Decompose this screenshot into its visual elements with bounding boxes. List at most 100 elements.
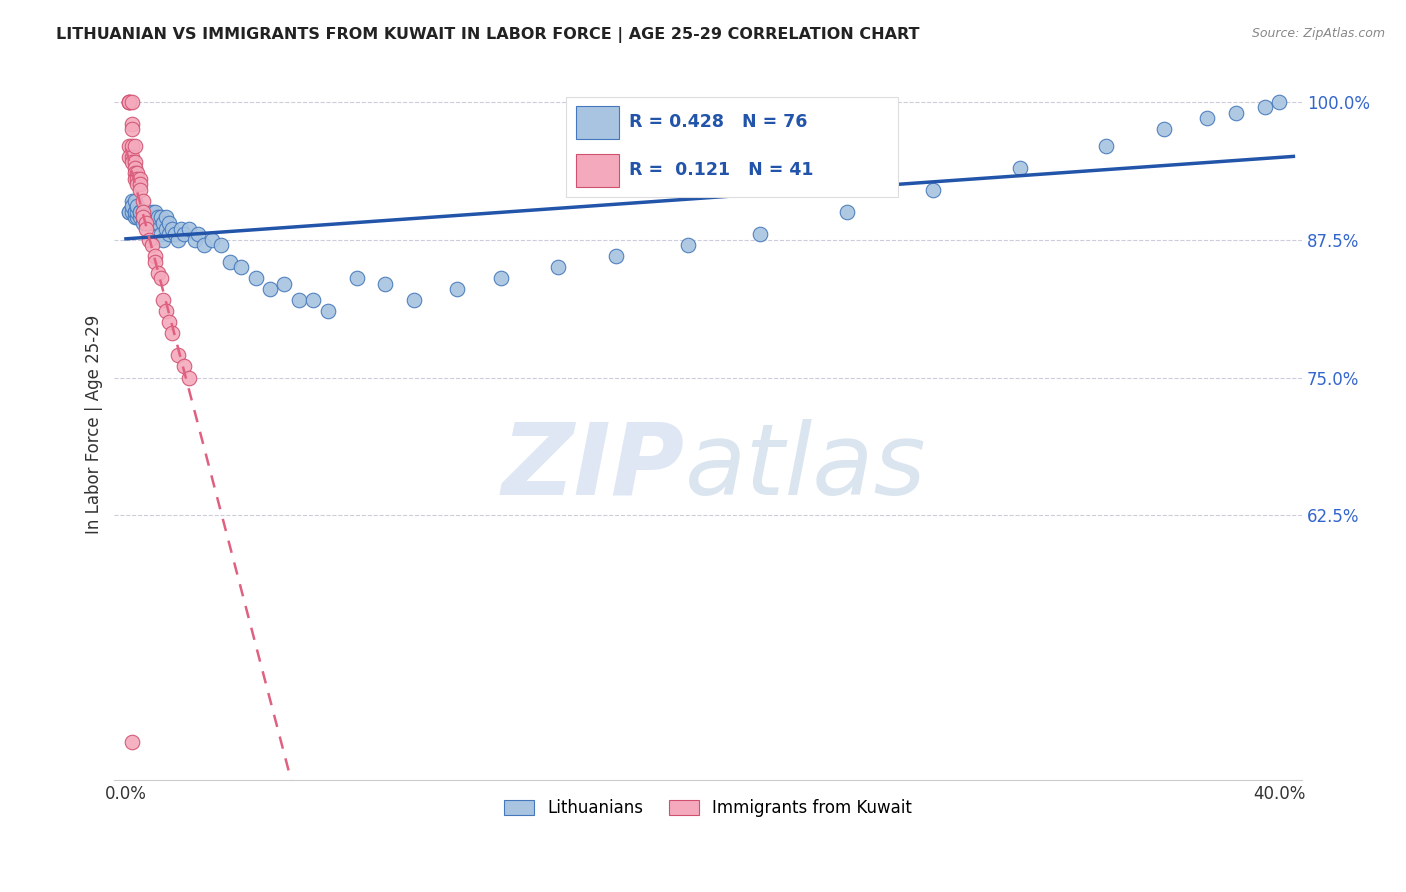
Point xyxy=(152,233,174,247)
Point xyxy=(835,205,858,219)
Point xyxy=(121,194,143,208)
Point xyxy=(118,150,141,164)
Point xyxy=(157,216,180,230)
Point xyxy=(124,194,146,208)
Point xyxy=(143,211,166,225)
Point xyxy=(404,293,426,308)
Point xyxy=(129,178,152,192)
Point xyxy=(160,221,183,235)
Point xyxy=(124,205,146,219)
Point xyxy=(124,172,146,186)
Point xyxy=(184,233,207,247)
Point xyxy=(155,304,177,318)
Point xyxy=(676,238,699,252)
Point xyxy=(132,194,155,208)
Point xyxy=(273,277,295,291)
Point xyxy=(173,359,195,374)
Point xyxy=(922,183,945,197)
Point xyxy=(121,117,143,131)
Point xyxy=(446,282,468,296)
Point xyxy=(1268,95,1291,109)
Point xyxy=(141,205,163,219)
Point xyxy=(1153,122,1175,136)
Point xyxy=(146,266,169,280)
Text: atlas: atlas xyxy=(685,418,927,516)
Point xyxy=(1253,100,1275,114)
Point xyxy=(127,205,149,219)
Point xyxy=(166,348,188,362)
Point xyxy=(155,221,177,235)
Point xyxy=(127,166,149,180)
Point xyxy=(132,211,155,225)
Point xyxy=(118,95,141,109)
Point xyxy=(547,260,569,275)
Point xyxy=(135,221,157,235)
Point xyxy=(157,315,180,329)
Point xyxy=(141,238,163,252)
Point xyxy=(231,260,253,275)
Point xyxy=(346,271,368,285)
Text: LITHUANIAN VS IMMIGRANTS FROM KUWAIT IN LABOR FORCE | AGE 25-29 CORRELATION CHAR: LITHUANIAN VS IMMIGRANTS FROM KUWAIT IN … xyxy=(56,27,920,43)
Point xyxy=(749,227,772,241)
Point xyxy=(143,254,166,268)
Point xyxy=(163,227,186,241)
Point xyxy=(124,138,146,153)
Point xyxy=(127,172,149,186)
Point xyxy=(173,227,195,241)
Point xyxy=(143,205,166,219)
Point xyxy=(146,211,169,225)
Point xyxy=(138,211,160,225)
Point xyxy=(1008,161,1031,175)
Point xyxy=(132,216,155,230)
Point xyxy=(187,227,209,241)
Legend: Lithuanians, Immigrants from Kuwait: Lithuanians, Immigrants from Kuwait xyxy=(496,790,921,825)
Point xyxy=(316,304,339,318)
Point xyxy=(124,211,146,225)
Point xyxy=(605,249,627,263)
Y-axis label: In Labor Force | Age 25-29: In Labor Force | Age 25-29 xyxy=(86,315,103,534)
Point xyxy=(143,216,166,230)
Point xyxy=(124,155,146,169)
Point xyxy=(302,293,325,308)
Point xyxy=(141,211,163,225)
Text: Source: ZipAtlas.com: Source: ZipAtlas.com xyxy=(1251,27,1385,40)
Point xyxy=(1195,111,1218,125)
Point xyxy=(118,205,141,219)
Point xyxy=(121,95,143,109)
Point xyxy=(132,211,155,225)
Point xyxy=(121,205,143,219)
Point xyxy=(152,216,174,230)
Point xyxy=(193,238,215,252)
Point xyxy=(127,178,149,192)
Point xyxy=(166,233,188,247)
Point xyxy=(121,150,143,164)
Point xyxy=(118,205,141,219)
Point xyxy=(127,211,149,225)
Point xyxy=(149,211,172,225)
Point xyxy=(135,205,157,219)
Point xyxy=(201,233,224,247)
Point xyxy=(489,271,512,285)
Point xyxy=(157,227,180,241)
Point xyxy=(143,249,166,263)
Point xyxy=(259,282,281,296)
Point xyxy=(129,205,152,219)
Point xyxy=(152,293,174,308)
Point xyxy=(160,326,183,341)
Point xyxy=(155,211,177,225)
Point xyxy=(138,233,160,247)
Point xyxy=(121,199,143,213)
Point xyxy=(135,216,157,230)
Point xyxy=(149,227,172,241)
Point xyxy=(138,211,160,225)
Point xyxy=(149,271,172,285)
Point xyxy=(121,155,143,169)
Point xyxy=(288,293,311,308)
Point xyxy=(1095,138,1118,153)
Point xyxy=(118,138,141,153)
Point xyxy=(129,205,152,219)
Point xyxy=(245,271,267,285)
Point xyxy=(218,254,240,268)
Point xyxy=(118,95,141,109)
Point xyxy=(170,221,193,235)
